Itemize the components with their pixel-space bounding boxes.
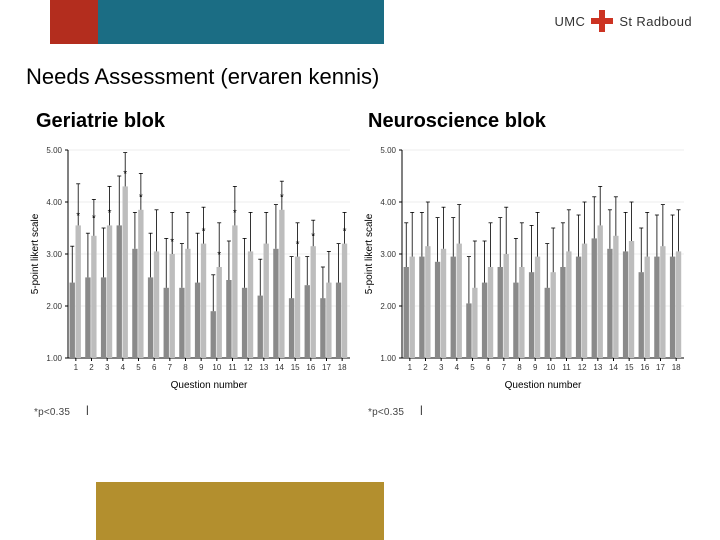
svg-text:12: 12 [244,363,253,372]
svg-text:1: 1 [408,363,413,372]
right-caret-icon: | [420,405,423,416]
svg-text:14: 14 [275,363,284,372]
svg-text:5.00: 5.00 [46,146,62,155]
svg-text:5: 5 [470,363,475,372]
svg-text:7: 7 [502,363,507,372]
bottom-gold-band [96,482,384,540]
svg-text:*: * [170,237,174,248]
svg-text:1.00: 1.00 [380,354,396,363]
logo-prefix: UMC [555,14,586,29]
svg-text:1.00: 1.00 [46,354,62,363]
svg-text:13: 13 [259,363,268,372]
svg-text:*: * [217,250,221,261]
svg-text:Question number: Question number [171,380,248,391]
svg-text:4: 4 [121,363,126,372]
svg-text:*: * [108,208,112,219]
svg-text:5-point likert scale: 5-point likert scale [30,213,41,294]
svg-text:2.00: 2.00 [46,302,62,311]
svg-text:*: * [233,208,237,219]
svg-text:16: 16 [640,363,649,372]
svg-text:*: * [280,193,284,204]
svg-text:*: * [76,211,80,222]
neuroscience-chart: 1.002.003.004.005.0012345678910111213141… [360,142,690,392]
svg-text:10: 10 [546,363,555,372]
svg-text:18: 18 [672,363,681,372]
geriatrie-chart: 1.002.003.004.005.0012345678910111213141… [26,142,356,392]
svg-text:4: 4 [455,363,460,372]
svg-text:*: * [343,226,347,237]
svg-text:5.00: 5.00 [380,146,396,155]
svg-text:*: * [202,226,206,237]
svg-text:9: 9 [533,363,538,372]
svg-text:*: * [296,239,300,250]
right-footnote: *p<0.35 [368,407,404,418]
svg-text:3.00: 3.00 [380,250,396,259]
svg-text:7: 7 [168,363,173,372]
neuroscience-chart-svg: 1.002.003.004.005.0012345678910111213141… [360,142,690,392]
page-title: Needs Assessment (ervaren kennis) [26,64,379,90]
svg-text:9: 9 [199,363,204,372]
svg-text:3: 3 [439,363,444,372]
svg-text:1: 1 [74,363,79,372]
cross-icon [591,10,613,32]
svg-text:15: 15 [625,363,634,372]
left-caret-icon: | [86,405,89,416]
svg-text:*: * [311,232,315,243]
left-footnote: *p<0.35 [34,407,70,418]
svg-text:2: 2 [423,363,428,372]
geriatrie-chart-svg: 1.002.003.004.005.0012345678910111213141… [26,142,356,392]
svg-text:14: 14 [609,363,618,372]
svg-text:13: 13 [593,363,602,372]
svg-text:*: * [123,169,127,180]
svg-text:18: 18 [338,363,347,372]
svg-text:2: 2 [89,363,94,372]
slide: UMC St Radboud Needs Assessment (ervaren… [0,0,720,540]
svg-text:2.00: 2.00 [380,302,396,311]
svg-text:8: 8 [517,363,522,372]
svg-text:17: 17 [322,363,331,372]
right-column-heading: Neuroscience blok [368,110,546,133]
svg-text:8: 8 [183,363,188,372]
svg-text:4.00: 4.00 [46,198,62,207]
svg-text:5-point likert scale: 5-point likert scale [364,213,375,294]
logo-name: St Radboud [619,14,692,29]
svg-text:6: 6 [486,363,491,372]
svg-text:5: 5 [136,363,141,372]
svg-text:3.00: 3.00 [46,250,62,259]
svg-text:17: 17 [656,363,665,372]
banner-block-teal [98,0,384,44]
left-column-heading: Geriatrie blok [36,110,165,133]
svg-text:6: 6 [152,363,157,372]
svg-text:Question number: Question number [505,380,582,391]
svg-text:16: 16 [306,363,315,372]
svg-text:11: 11 [228,363,237,372]
svg-text:*: * [92,213,96,224]
svg-text:4.00: 4.00 [380,198,396,207]
svg-text:3: 3 [105,363,110,372]
svg-text:*: * [139,193,143,204]
svg-text:11: 11 [562,363,571,372]
banner-block-red [50,0,98,44]
svg-text:12: 12 [578,363,587,372]
svg-text:15: 15 [291,363,300,372]
umc-logo: UMC St Radboud [555,10,692,32]
top-banner: UMC St Radboud [0,0,720,44]
svg-text:10: 10 [212,363,221,372]
